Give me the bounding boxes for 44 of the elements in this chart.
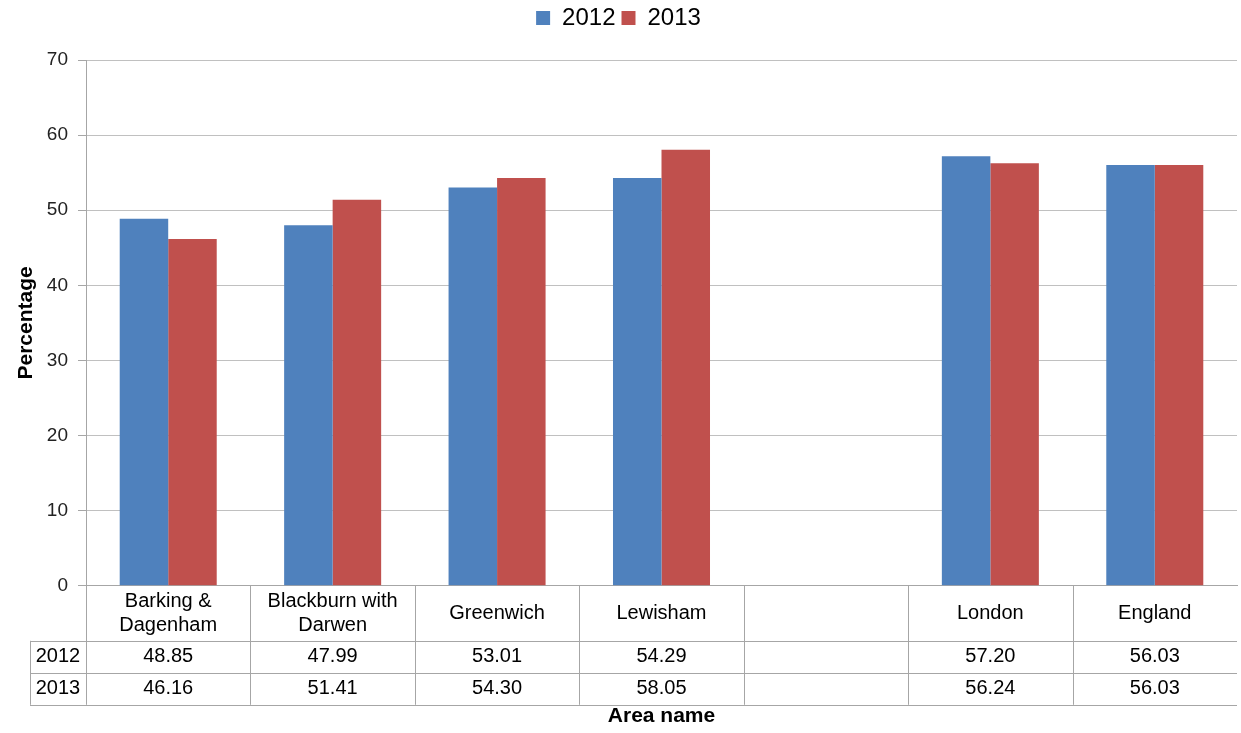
- bar: [1154, 164, 1204, 586]
- legend-label: 2013: [647, 2, 701, 30]
- data-label: 46.16: [143, 676, 194, 699]
- x-tick-label: England: [1118, 600, 1192, 623]
- bar: [119, 218, 169, 586]
- x-tick-label: London: [956, 600, 1024, 623]
- data-label: 57.20: [965, 644, 1016, 667]
- bar: [990, 163, 1039, 586]
- y-tick-label: 0: [57, 574, 68, 596]
- bar: [332, 199, 382, 586]
- y-tick-label: 10: [46, 498, 68, 520]
- bar: [941, 156, 991, 586]
- data-label: 54.29: [636, 644, 687, 667]
- data-label: 53.01: [472, 644, 523, 667]
- y-tick-label: 40: [46, 273, 68, 295]
- data-label: 56.03: [1129, 676, 1180, 699]
- bar: [497, 177, 546, 586]
- text: 2013: [35, 676, 81, 699]
- x-tick-label: Blackburn with Darwen: [267, 588, 398, 635]
- data-label: 56.24: [965, 676, 1016, 699]
- data-label: 56.03: [1129, 644, 1180, 667]
- y-tick-label: 70: [46, 48, 68, 70]
- y-tick-label: 30: [46, 348, 68, 370]
- data-label: 58.05: [636, 676, 687, 699]
- x-tick-label: Lewisham: [616, 600, 707, 623]
- x-tick-label: Barking & Dagenham: [119, 588, 218, 635]
- bar: [168, 239, 217, 586]
- bar: [1106, 164, 1155, 586]
- bar: [661, 149, 711, 586]
- y-tick-label: 60: [46, 123, 68, 145]
- x-tick-label: Greenwich: [449, 600, 545, 623]
- legend-label: 2012: [562, 2, 616, 30]
- data-label: 47.99: [307, 644, 358, 667]
- y-tick-label: 50: [46, 198, 68, 220]
- text: 2012: [35, 644, 81, 667]
- bar: [612, 178, 662, 586]
- data-label: 51.41: [307, 676, 358, 699]
- data-label: 54.30: [472, 676, 523, 699]
- data-label: 48.85: [143, 644, 194, 667]
- y-axis-title: Percentage: [13, 266, 37, 380]
- bar: [284, 225, 333, 586]
- x-axis-title: Area name: [607, 703, 716, 727]
- y-tick-label: 20: [46, 423, 68, 445]
- bar: [448, 187, 498, 586]
